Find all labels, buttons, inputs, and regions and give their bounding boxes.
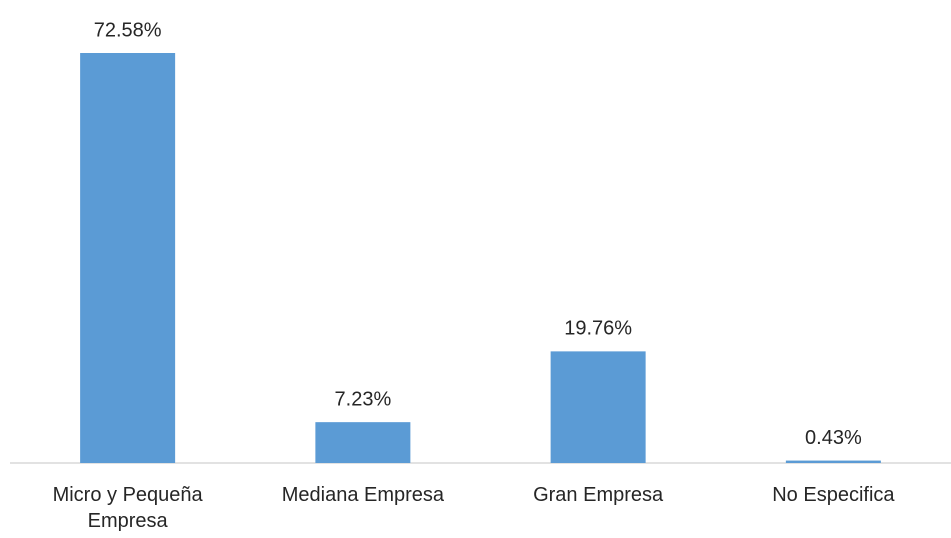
- x-tick-label: Mediana Empresa: [281, 484, 445, 506]
- value-label: 72.58%: [94, 19, 162, 41]
- x-tick-label: Micro y Pequeña Empresa: [52, 484, 203, 532]
- bar: [80, 53, 176, 463]
- bar: [785, 460, 881, 463]
- value-label: 7.23%: [335, 388, 392, 410]
- bar: [550, 351, 646, 463]
- value-label: 0.43%: [805, 427, 862, 449]
- x-tick-label: No Especifica: [772, 484, 895, 506]
- x-tick-label: Gran Empresa: [533, 484, 664, 506]
- value-label: 19.76%: [564, 318, 632, 340]
- bar: [315, 422, 411, 463]
